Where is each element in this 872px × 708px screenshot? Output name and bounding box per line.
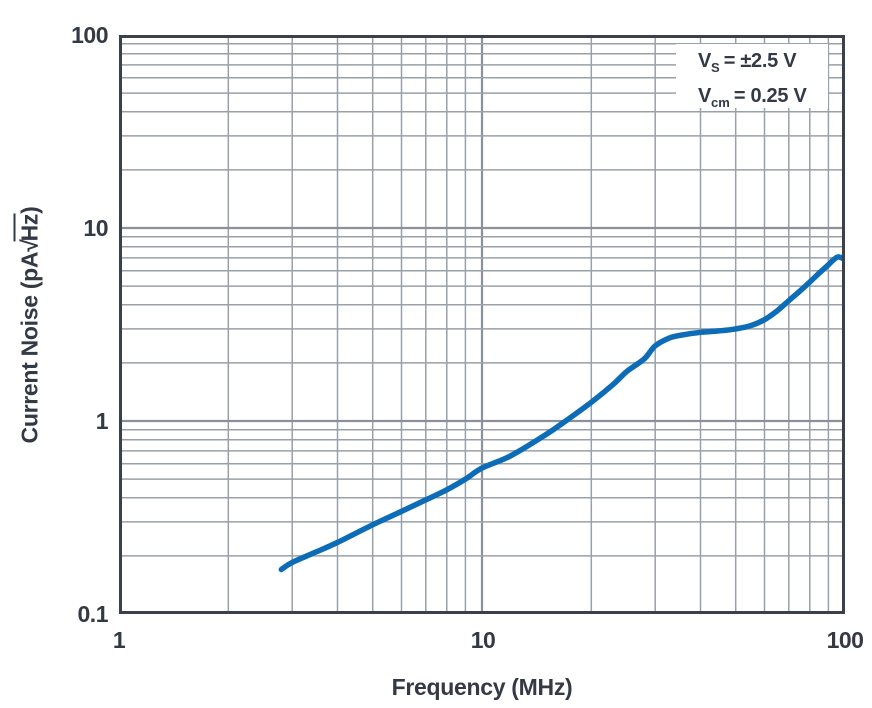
annotation-var: V — [698, 50, 712, 72]
sqrt-overline-hz: Hz — [13, 213, 43, 242]
plot-area-svg — [119, 35, 845, 614]
x-axis-title: Frequency (MHz) — [391, 674, 573, 700]
y-axis-title: Current Noise (pA√Hz) — [13, 206, 44, 444]
annotation-box: VS = ±2.5 V Vcm = 0.25 V — [676, 44, 828, 110]
y-tick-label-0p1: 0.1 — [77, 601, 109, 627]
annotation-line-vs: VS = ±2.5 V — [698, 47, 828, 82]
annotation-value: = 0.25 V — [733, 85, 807, 107]
annotation-value: = ±2.5 V — [723, 50, 797, 72]
x-tick-label-100: 100 — [826, 627, 864, 653]
annotation-line-vcm: Vcm = 0.25 V — [698, 82, 828, 117]
y-tick-label-10: 10 — [83, 215, 108, 241]
y-axis-title-suffix: ) — [16, 206, 43, 214]
annotation-subscript: cm — [711, 95, 730, 110]
annotation-var: V — [698, 85, 712, 107]
y-axis-title-text: Current Noise (pA — [16, 251, 43, 444]
annotation-subscript: S — [711, 60, 720, 75]
current-noise-curve — [278, 254, 845, 573]
x-tick-label-10: 10 — [470, 627, 496, 653]
y-tick-label-100: 100 — [71, 22, 108, 48]
x-tick-label-1: 1 — [112, 627, 126, 653]
y-tick-label-1: 1 — [95, 408, 109, 434]
